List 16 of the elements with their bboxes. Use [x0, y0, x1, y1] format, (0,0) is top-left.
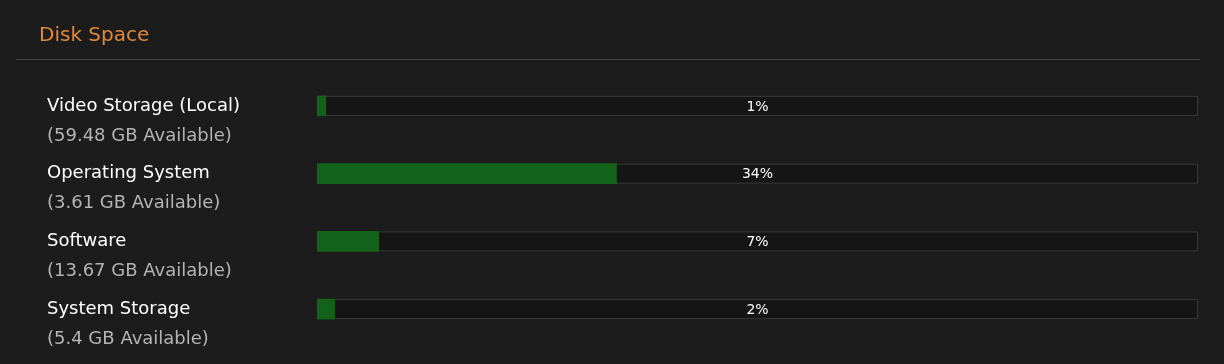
y-tick-label: Video Storage (Local) [47, 93, 240, 115]
text: (13.67 GB Available) [47, 259, 232, 281]
data-label: 34% [741, 165, 774, 182]
data-label: 1% [746, 97, 769, 114]
data-label: 7% [746, 233, 769, 250]
y-tick-label: System Storage [47, 296, 191, 318]
y-tick-label: Operating System [47, 161, 210, 183]
text: (59.48 GB Available) [47, 123, 232, 145]
text: (5.4 GB Available) [47, 326, 209, 348]
data-label: 2% [746, 300, 769, 317]
bar [317, 95, 327, 117]
text: Disk Space [39, 22, 150, 46]
y-tick-label: Software [47, 229, 127, 251]
text: (3.61 GB Available) [47, 191, 221, 213]
bar [317, 231, 379, 252]
bar [317, 298, 335, 320]
